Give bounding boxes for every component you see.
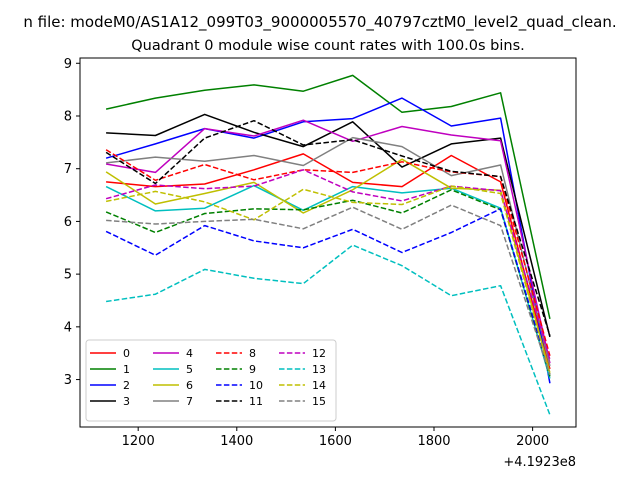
series-line-5 [105,184,551,379]
x-tick-label: 1400 [220,434,253,449]
series-line-4 [105,119,551,364]
legend-box [85,339,337,422]
y-tick-label: 5 [64,268,72,283]
axes-layer: 1200 1400 1600 1800 2000 3 4 5 6 7 8 9 [64,57,549,449]
series-layer [105,74,551,416]
x-tick-label: 2000 [516,434,549,449]
legend-label-10: 10 [249,379,263,392]
series-line-10 [105,208,551,375]
legend-label-8: 8 [249,347,256,360]
legend-label-2: 2 [123,379,130,392]
legend-label-4: 4 [186,347,193,360]
y-tick-label: 3 [64,373,72,388]
x-tick-label: 1800 [417,434,450,449]
x-tick-label: 1200 [122,434,155,449]
y-tick-label: 6 [64,215,72,230]
legend-label-3: 3 [123,395,130,408]
legend-label-5: 5 [186,363,193,376]
y-tick-label: 4 [64,320,72,335]
series-line-7 [106,136,551,367]
y-tick-label: 9 [64,57,72,72]
series-line-8 [105,149,551,356]
series-line-2 [105,97,551,384]
figure-suptitle: n file: modeM0/AS1A12_099T03_9000005570_… [23,13,616,32]
legend-label-9: 9 [249,363,256,376]
legend-label-11: 11 [249,395,263,408]
chart-title: Quadrant 0 module wise count rates with … [131,38,525,54]
series-line-13 [105,244,551,416]
series-line-1 [105,74,551,320]
legend-label-12: 12 [312,347,326,360]
plot-frame [79,57,577,428]
series-line-12 [105,169,551,360]
legend-label-15: 15 [312,395,326,408]
legend-label-0: 0 [123,347,130,360]
legend-label-14: 14 [312,379,326,392]
legend-label-6: 6 [186,379,193,392]
x-offset-label: +4.1923e8 [503,455,576,470]
legend-label-1: 1 [123,363,130,376]
legend-label-13: 13 [312,363,326,376]
legend-label-7: 7 [186,395,193,408]
series-line-11 [105,119,551,337]
series-line-15 [106,204,551,376]
series-line-3 [106,113,551,338]
series-line-14 [105,185,551,374]
x-tick-label: 1600 [319,434,352,449]
y-tick-label: 8 [64,109,72,124]
y-tick-label: 7 [64,162,72,177]
series-line-0 [106,153,551,370]
